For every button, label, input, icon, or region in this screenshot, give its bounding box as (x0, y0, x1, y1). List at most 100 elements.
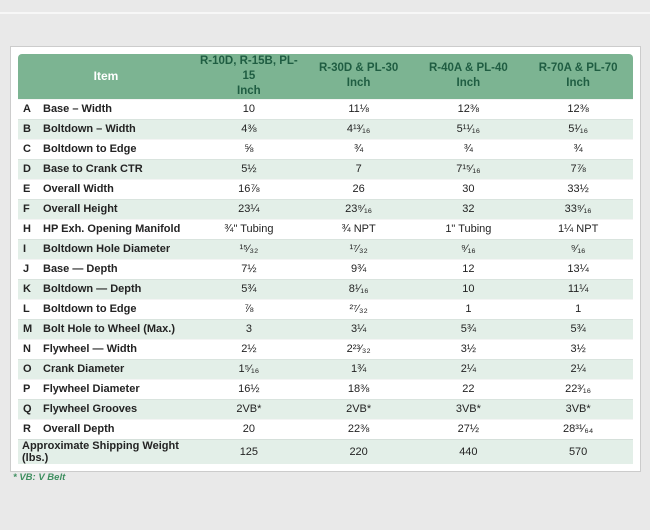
row-value: 12⅜ (457, 103, 480, 116)
row-value: ¾ (463, 143, 473, 156)
column-header-r30d: R-30D & PL-30 Inch (303, 54, 414, 100)
row-item-label: Base – Width (43, 103, 112, 116)
row-item-label: Boltdown – Width (43, 123, 136, 136)
row-value: 28³¹⁄₆₄ (562, 423, 594, 436)
row-value: 33⁹⁄₁₆ (564, 203, 592, 216)
row-letter: O (23, 363, 32, 376)
table-row: H HP Exh. Opening Manifold ¾" Tubing ¾ NPT 1… (18, 219, 633, 240)
row-item-label: Boltdown Hole Diameter (43, 243, 171, 256)
table-row: F Overall Height 23¼ 23⁹⁄₁₆ 32 33⁹⁄₁₆ (18, 199, 633, 220)
row-letter: C (23, 143, 31, 156)
table-body: A Base – Width 10 11⅛ 12⅜ 12⅜ B Boltdown – Widt… (18, 99, 633, 440)
dimension-spec-table: Item R-10D, R-15B, PL-15 Inch R-30D & PL… (18, 54, 633, 464)
row-value: ¾ (573, 143, 583, 156)
row-item-label: HP Exh. Opening Manifold (43, 223, 181, 236)
row-value: 13¼ (567, 263, 589, 276)
row-value: 22³⁄₁₆ (565, 383, 592, 396)
row-value: 7⅞ (570, 163, 586, 176)
column-header-r10d: R-10D, R-15B, PL-15 Inch (194, 54, 304, 100)
row-item-label: Boltdown to Edge (43, 303, 137, 316)
row-letter: N (23, 343, 31, 356)
row-letter: K (23, 283, 31, 296)
shipping-weight-value: 440 (459, 445, 478, 458)
row-value: 22⅜ (347, 423, 370, 436)
row-value: ¹⁵⁄₃₂ (239, 243, 259, 256)
row-value: 32 (462, 203, 475, 216)
table-header: Item R-10D, R-15B, PL-15 Inch R-30D & PL… (18, 54, 633, 100)
row-item-label: Boltdown — Depth (43, 283, 142, 296)
row-item-label: Base — Depth (43, 263, 118, 276)
row-value: 4¹³⁄₁₆ (346, 123, 371, 136)
row-value: 2²³⁄₃₂ (346, 343, 371, 356)
row-value: 27½ (457, 423, 480, 436)
top-divider-line (0, 12, 650, 14)
row-item-label: Bolt Hole to Wheel (Max.) (43, 323, 175, 336)
row-value: 5¾ (241, 283, 257, 296)
row-item-label: Crank Diameter (43, 363, 125, 376)
row-letter: E (23, 183, 31, 196)
row-value: 1⁵⁄₁₆ (238, 363, 260, 376)
row-value: 2VB* (236, 403, 262, 416)
row-letter: A (23, 103, 31, 116)
table-row: J Base — Depth 7½ 9¾ 12 13¼ (18, 259, 633, 280)
row-value: 1 (465, 303, 472, 316)
row-value: ⁹⁄₁₆ (461, 243, 476, 256)
column-models-label: R-40A & PL-40 (428, 62, 508, 75)
row-value: 18⅜ (347, 383, 370, 396)
row-value: ¾ NPT (341, 223, 376, 236)
row-value: 22 (462, 383, 475, 396)
row-item-label: Flywheel Grooves (43, 403, 138, 416)
shipping-weight-value: 220 (349, 445, 368, 458)
row-letter: F (23, 203, 30, 216)
row-value: 1 (575, 303, 582, 316)
row-letter: D (23, 163, 31, 176)
column-unit-label: Inch (237, 84, 261, 97)
table-row: R Overall Depth 20 22⅜ 27½ 28³¹⁄₆₄ (18, 419, 633, 440)
row-value: 2½ (241, 343, 257, 356)
row-value: 3½ (570, 343, 586, 356)
row-value: 10 (242, 103, 255, 116)
table-row: M Bolt Hole to Wheel (Max.) 3 3¼ 5¾ 5¾ (18, 319, 633, 340)
row-value: 16½ (238, 383, 260, 396)
row-value: 5¹¹⁄₁₆ (456, 123, 481, 136)
row-value: 4⅜ (241, 123, 257, 136)
table-row: C Boltdown to Edge ⅝ ¾ ¾ ¾ (18, 139, 633, 160)
row-value: 1" Tubing (445, 223, 492, 236)
row-letter: M (23, 323, 33, 336)
row-item-label: Overall Depth (43, 423, 115, 436)
row-letter: J (23, 263, 30, 276)
table-row: O Crank Diameter 1⁵⁄₁₆ 1¾ 2¼ 2¼ (18, 359, 633, 380)
row-value: 7 (355, 163, 362, 176)
row-value: 3VB* (455, 403, 481, 416)
row-item-label: Base to Crank CTR (43, 163, 143, 176)
row-item-label: Overall Height (43, 203, 118, 216)
row-value: 12⅜ (567, 103, 589, 116)
row-value: 11⅛ (348, 103, 369, 116)
row-value: 33½ (567, 183, 589, 196)
row-value: 1¾ (350, 363, 367, 376)
row-value: 20 (242, 423, 255, 436)
row-letter: H (23, 223, 31, 236)
row-item-label: Overall Width (43, 183, 114, 196)
row-letter: R (23, 423, 31, 436)
shipping-weight-label: Approximate Shipping Weight (lbs.) (22, 439, 179, 464)
row-letter: P (23, 383, 31, 396)
table-row: Q Flywheel Grooves 2VB* 2VB* 3VB* 3VB* (18, 399, 633, 420)
row-value: 5¾ (570, 323, 586, 336)
row-value: ⅞ (244, 303, 254, 316)
column-header-r40a: R-40A & PL-40 Inch (413, 54, 524, 100)
row-value: 3 (245, 323, 252, 336)
row-value: 26 (352, 183, 365, 196)
row-value: 3VB* (565, 403, 591, 416)
row-item-label: Flywheel — Width (43, 343, 138, 356)
row-value: 2¼ (460, 363, 477, 376)
row-value: 23¼ (238, 203, 260, 216)
shipping-weight-row: Approximate Shipping Weight (lbs.) 125 2… (18, 439, 633, 464)
row-letter: I (23, 243, 27, 256)
table-row: K Boltdown — Depth 5¾ 8¹⁄₁₆ 10 11¼ (18, 279, 633, 300)
column-unit-label: Inch (566, 77, 590, 90)
table-footer: Approximate Shipping Weight (lbs.) 125 2… (18, 439, 633, 464)
row-value: 3¼ (350, 323, 367, 336)
table-row: L Boltdown to Edge ⅞ ²⁷⁄₃₂ 1 1 (18, 299, 633, 320)
row-value: 30 (462, 183, 475, 196)
